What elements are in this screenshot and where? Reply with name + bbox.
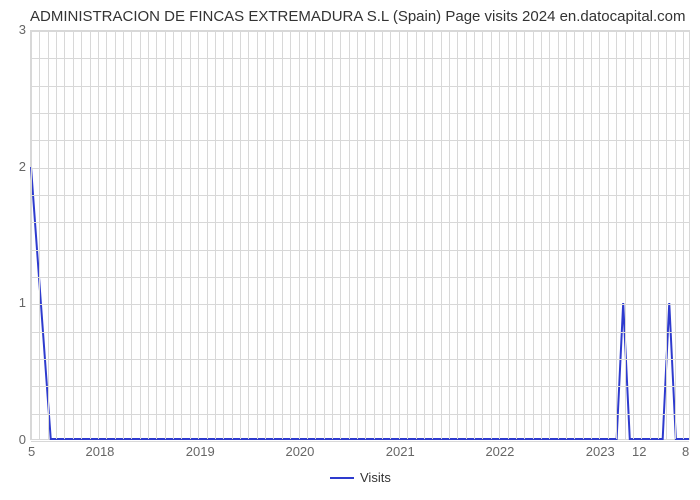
gridline-vertical [633, 31, 634, 439]
y-tick-label: 0 [8, 432, 26, 447]
gridline-vertical [73, 31, 74, 439]
gridline-vertical [349, 31, 350, 439]
gridline-vertical [382, 31, 383, 439]
gridline-vertical [232, 31, 233, 439]
gridline-vertical [332, 31, 333, 439]
gridline-vertical [173, 31, 174, 439]
gridline-vertical [123, 31, 124, 439]
gridline-vertical [39, 31, 40, 439]
gridline-vertical [299, 31, 300, 439]
gridline-vertical [466, 31, 467, 439]
gridline-vertical [273, 31, 274, 439]
gridline-vertical [591, 31, 592, 439]
gridline-vertical [599, 31, 600, 439]
gridline-vertical [156, 31, 157, 439]
gridline-vertical [64, 31, 65, 439]
gridline-vertical [315, 31, 316, 439]
gridline-vertical [625, 31, 626, 439]
gridline-vertical [223, 31, 224, 439]
gridline-vertical [474, 31, 475, 439]
y-tick-label: 1 [8, 295, 26, 310]
gridline-vertical [508, 31, 509, 439]
gridline-vertical [240, 31, 241, 439]
y-tick-label: 2 [8, 159, 26, 174]
gridline-vertical [181, 31, 182, 439]
gridline-vertical [31, 31, 32, 439]
gridline-vertical [390, 31, 391, 439]
plot-area [30, 30, 690, 440]
legend-label: Visits [360, 470, 391, 485]
gridline-vertical [432, 31, 433, 439]
gridline-vertical [165, 31, 166, 439]
x-tick-label: 2020 [280, 444, 320, 459]
legend-swatch [330, 477, 354, 479]
gridline-vertical [207, 31, 208, 439]
gridline-horizontal [31, 441, 689, 442]
gridline-vertical [307, 31, 308, 439]
gridline-vertical [416, 31, 417, 439]
gridline-vertical [374, 31, 375, 439]
gridline-vertical [282, 31, 283, 439]
gridline-vertical [98, 31, 99, 439]
gridline-vertical [641, 31, 642, 439]
gridline-vertical [215, 31, 216, 439]
corner-bottom-right: 8 [682, 444, 689, 459]
gridline-vertical [583, 31, 584, 439]
gridline-vertical [549, 31, 550, 439]
x-tick-label: 2023 [580, 444, 620, 459]
gridline-vertical [516, 31, 517, 439]
gridline-vertical [265, 31, 266, 439]
y-tick-label: 3 [8, 22, 26, 37]
legend: Visits [330, 470, 391, 485]
corner-bottom-right-prev: 12 [632, 444, 646, 459]
chart-title: ADMINISTRACION DE FINCAS EXTREMADURA S.L… [30, 8, 686, 25]
gridline-vertical [131, 31, 132, 439]
gridline-vertical [56, 31, 57, 439]
gridline-vertical [683, 31, 684, 439]
x-tick-label: 2019 [180, 444, 220, 459]
gridline-vertical [399, 31, 400, 439]
gridline-vertical [457, 31, 458, 439]
gridline-vertical [482, 31, 483, 439]
gridline-vertical [407, 31, 408, 439]
gridline-vertical [290, 31, 291, 439]
gridline-vertical [365, 31, 366, 439]
gridline-vertical [658, 31, 659, 439]
gridline-vertical [140, 31, 141, 439]
gridline-vertical [81, 31, 82, 439]
x-tick-label: 2018 [80, 444, 120, 459]
gridline-vertical [198, 31, 199, 439]
corner-bottom-left: 5 [28, 444, 35, 459]
gridline-vertical [650, 31, 651, 439]
gridline-vertical [558, 31, 559, 439]
gridline-vertical [106, 31, 107, 439]
gridline-vertical [533, 31, 534, 439]
gridline-vertical [524, 31, 525, 439]
gridline-vertical [148, 31, 149, 439]
x-tick-label: 2021 [380, 444, 420, 459]
gridline-vertical [248, 31, 249, 439]
chart-container: ADMINISTRACION DE FINCAS EXTREMADURA S.L… [0, 0, 700, 500]
gridline-vertical [675, 31, 676, 439]
gridline-vertical [666, 31, 667, 439]
gridline-vertical [357, 31, 358, 439]
gridline-vertical [491, 31, 492, 439]
gridline-vertical [574, 31, 575, 439]
gridline-vertical [115, 31, 116, 439]
gridline-vertical [340, 31, 341, 439]
gridline-vertical [608, 31, 609, 439]
gridline-vertical [499, 31, 500, 439]
x-tick-label: 2022 [480, 444, 520, 459]
gridline-vertical [441, 31, 442, 439]
gridline-vertical [190, 31, 191, 439]
gridline-vertical [566, 31, 567, 439]
gridline-vertical [541, 31, 542, 439]
gridline-vertical [48, 31, 49, 439]
gridline-vertical [449, 31, 450, 439]
gridline-vertical [424, 31, 425, 439]
gridline-vertical [616, 31, 617, 439]
gridline-vertical [90, 31, 91, 439]
gridline-vertical [257, 31, 258, 439]
gridline-vertical [324, 31, 325, 439]
